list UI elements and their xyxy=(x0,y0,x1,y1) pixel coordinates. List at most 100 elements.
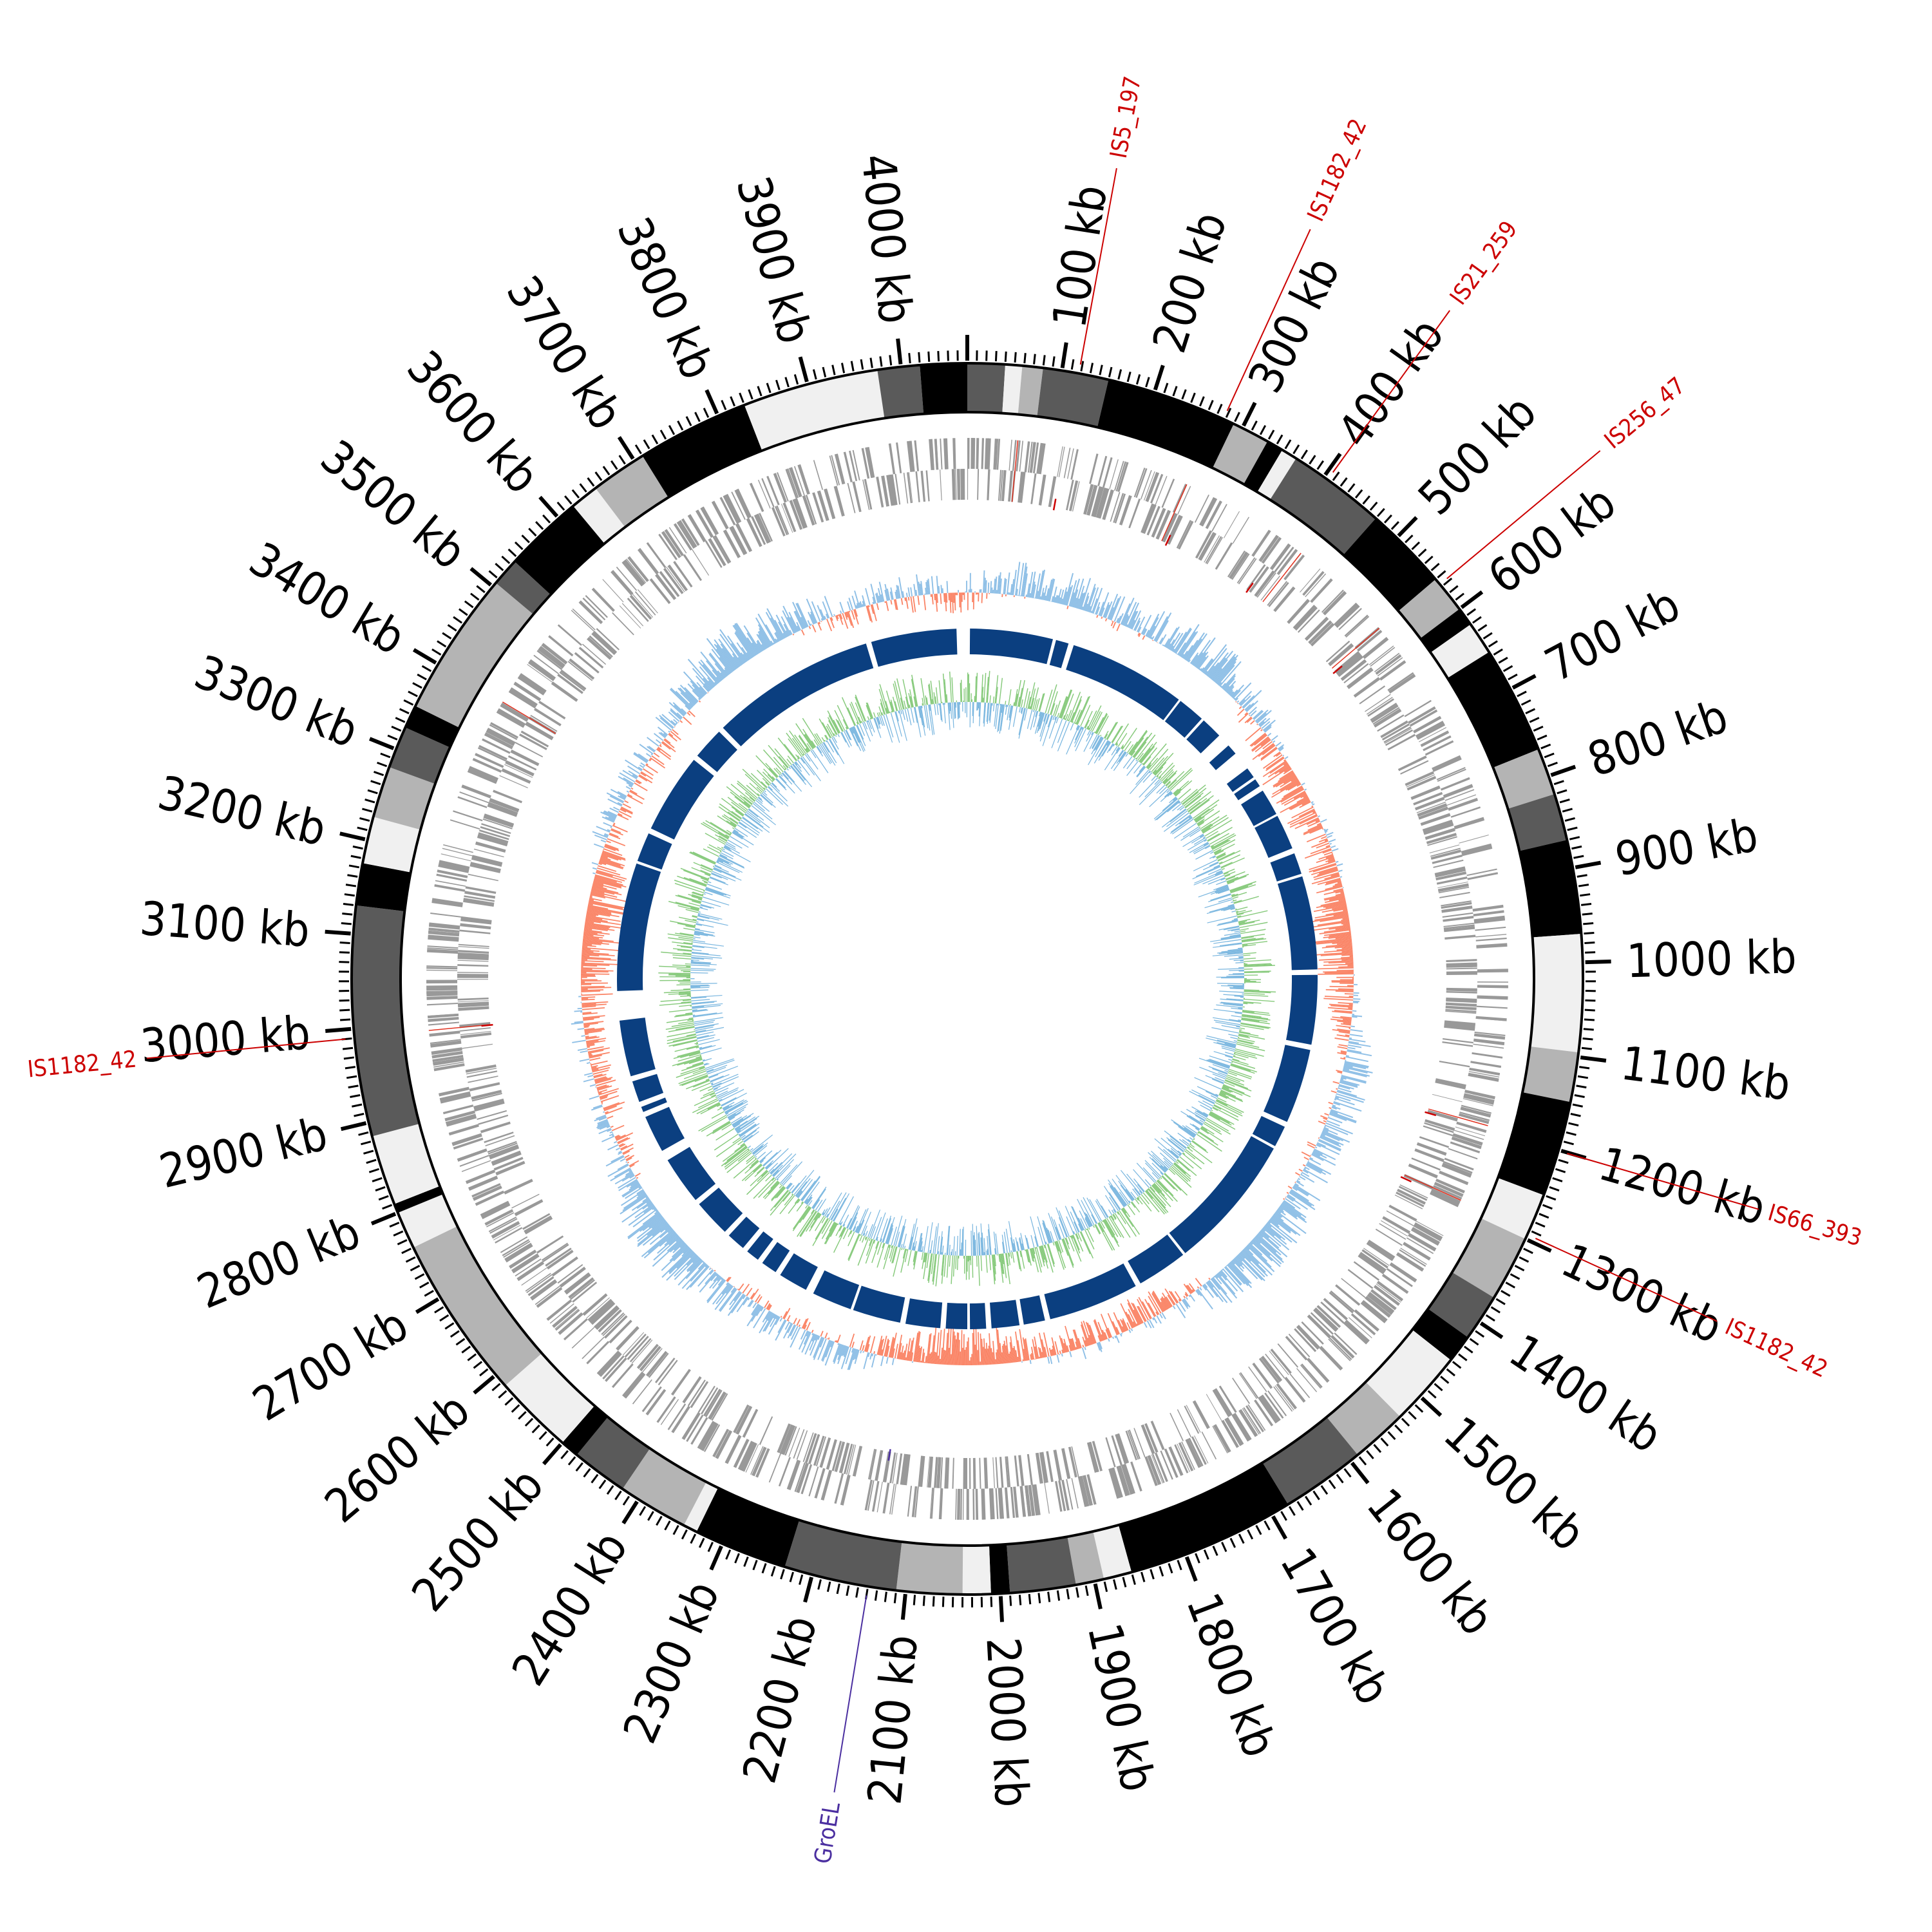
gc-content-bar xyxy=(1108,607,1115,620)
gc-content-bar xyxy=(1128,1329,1132,1333)
gene xyxy=(457,979,489,980)
gc-content-bar xyxy=(1325,855,1334,859)
gc-content-bar xyxy=(716,644,736,670)
gc-content-bar xyxy=(1262,1228,1266,1232)
gc-content-bar xyxy=(648,745,656,752)
gene xyxy=(753,514,770,544)
tick-label: 2700 kb xyxy=(243,1297,417,1432)
gc-skew-bar xyxy=(1214,849,1222,854)
gc-content-bar xyxy=(581,978,582,980)
gc-content-bar xyxy=(808,612,815,625)
gc-skew-bar xyxy=(1177,1150,1182,1155)
gc-skew-bar xyxy=(1184,1150,1196,1160)
gc-skew-bar xyxy=(1242,1006,1245,1008)
gc-content-bar xyxy=(1260,717,1271,728)
gc-skew-bar xyxy=(1135,1198,1140,1205)
gc-skew-bar xyxy=(860,1234,862,1236)
gc-skew-bar xyxy=(1173,781,1189,795)
gc-skew-bar xyxy=(1233,1040,1238,1042)
gc-content-bar xyxy=(1148,1302,1157,1317)
gene xyxy=(459,1155,489,1167)
gene xyxy=(491,1222,520,1239)
gene xyxy=(1475,934,1507,938)
gc-content-bar xyxy=(596,1122,609,1129)
gc-skew-bar xyxy=(1081,726,1084,730)
gc-content-bar xyxy=(972,592,974,603)
gc-content-bar xyxy=(796,625,800,631)
gc-skew-bar xyxy=(1113,1213,1117,1219)
minor-tick xyxy=(1558,1159,1569,1164)
gc-skew-bar xyxy=(1193,872,1224,886)
gc-content-bar xyxy=(1336,1025,1351,1028)
gc-content-bar xyxy=(1302,800,1311,806)
minor-tick xyxy=(1577,1075,1589,1079)
gc-skew-bar xyxy=(1223,868,1235,875)
gene xyxy=(1450,1141,1481,1153)
ideogram-band xyxy=(1067,1531,1104,1585)
gene xyxy=(1357,629,1383,652)
gene xyxy=(428,930,460,935)
gc-content-bar xyxy=(592,1069,609,1075)
gc-content-bar xyxy=(822,601,830,619)
gc-skew-bar xyxy=(1240,929,1266,934)
gc-skew-bar xyxy=(1115,742,1118,746)
gc-content-bar xyxy=(1181,1300,1189,1309)
gene xyxy=(1408,706,1436,724)
gene xyxy=(1168,515,1182,545)
major-tick xyxy=(617,436,635,460)
gc-skew-bar xyxy=(1008,705,1014,730)
gc-skew-bar xyxy=(1054,1241,1065,1270)
gc-content-bar xyxy=(1324,1124,1349,1135)
gc-content-bar xyxy=(585,916,603,920)
gc-skew-bar xyxy=(1214,843,1235,855)
gc-skew-bar xyxy=(813,1199,820,1209)
gene xyxy=(457,796,488,808)
gc-content-bar xyxy=(1287,810,1316,824)
gc-content-bar xyxy=(934,594,936,601)
gc-skew-bar xyxy=(1227,1072,1237,1077)
gc-content-bar xyxy=(851,595,857,609)
gc-content-bar xyxy=(1005,1345,1009,1363)
gene xyxy=(814,1468,826,1499)
gc-skew-bar xyxy=(1118,1180,1134,1201)
gc-skew-bar xyxy=(1073,1221,1079,1233)
gene xyxy=(1178,520,1194,550)
gc-content-bar xyxy=(1034,1346,1038,1359)
gc-content-bar xyxy=(1314,1148,1336,1160)
gene xyxy=(742,1408,759,1438)
gc-content-bar xyxy=(658,732,666,739)
gc-skew-bar xyxy=(1074,722,1076,724)
gene-track xyxy=(426,438,1508,1520)
minor-tick xyxy=(937,350,940,362)
gc-skew-bar xyxy=(1103,1220,1113,1238)
gc-content-bar xyxy=(1162,644,1165,647)
gc-skew-bar xyxy=(994,675,999,704)
gc-content-bar xyxy=(869,1353,873,1360)
gc-skew-bar xyxy=(1227,1074,1245,1082)
gc-content-bar xyxy=(721,1283,731,1295)
gc-content-bar xyxy=(711,649,732,674)
gc-content-bar xyxy=(1331,848,1339,852)
gc-skew-bar xyxy=(1135,769,1150,786)
gc-content-bar xyxy=(1309,860,1336,871)
gc-content-bar xyxy=(985,580,987,593)
gc-skew-bar xyxy=(895,1231,900,1247)
gc-content-bar xyxy=(1289,1191,1316,1211)
gene xyxy=(1446,972,1477,975)
gc-skew-bar xyxy=(1125,1189,1135,1200)
minor-tick xyxy=(361,1141,372,1146)
minor-tick xyxy=(1424,555,1434,564)
gc-skew-bar xyxy=(1168,779,1177,789)
gene xyxy=(1335,1284,1361,1306)
gc-content-bar xyxy=(1271,780,1300,798)
gc-content-bar xyxy=(1326,1120,1340,1127)
gc-content-bar xyxy=(1211,668,1223,681)
gc-content-bar xyxy=(724,669,730,676)
gene xyxy=(1155,509,1171,540)
gc-content-bar xyxy=(601,851,626,861)
gc-content-bar xyxy=(1336,1034,1350,1037)
tick-label: 1000 kb xyxy=(1625,929,1797,988)
major-tick xyxy=(339,831,366,842)
gc-content-bar xyxy=(582,954,600,957)
gc-content-bar xyxy=(766,608,784,639)
